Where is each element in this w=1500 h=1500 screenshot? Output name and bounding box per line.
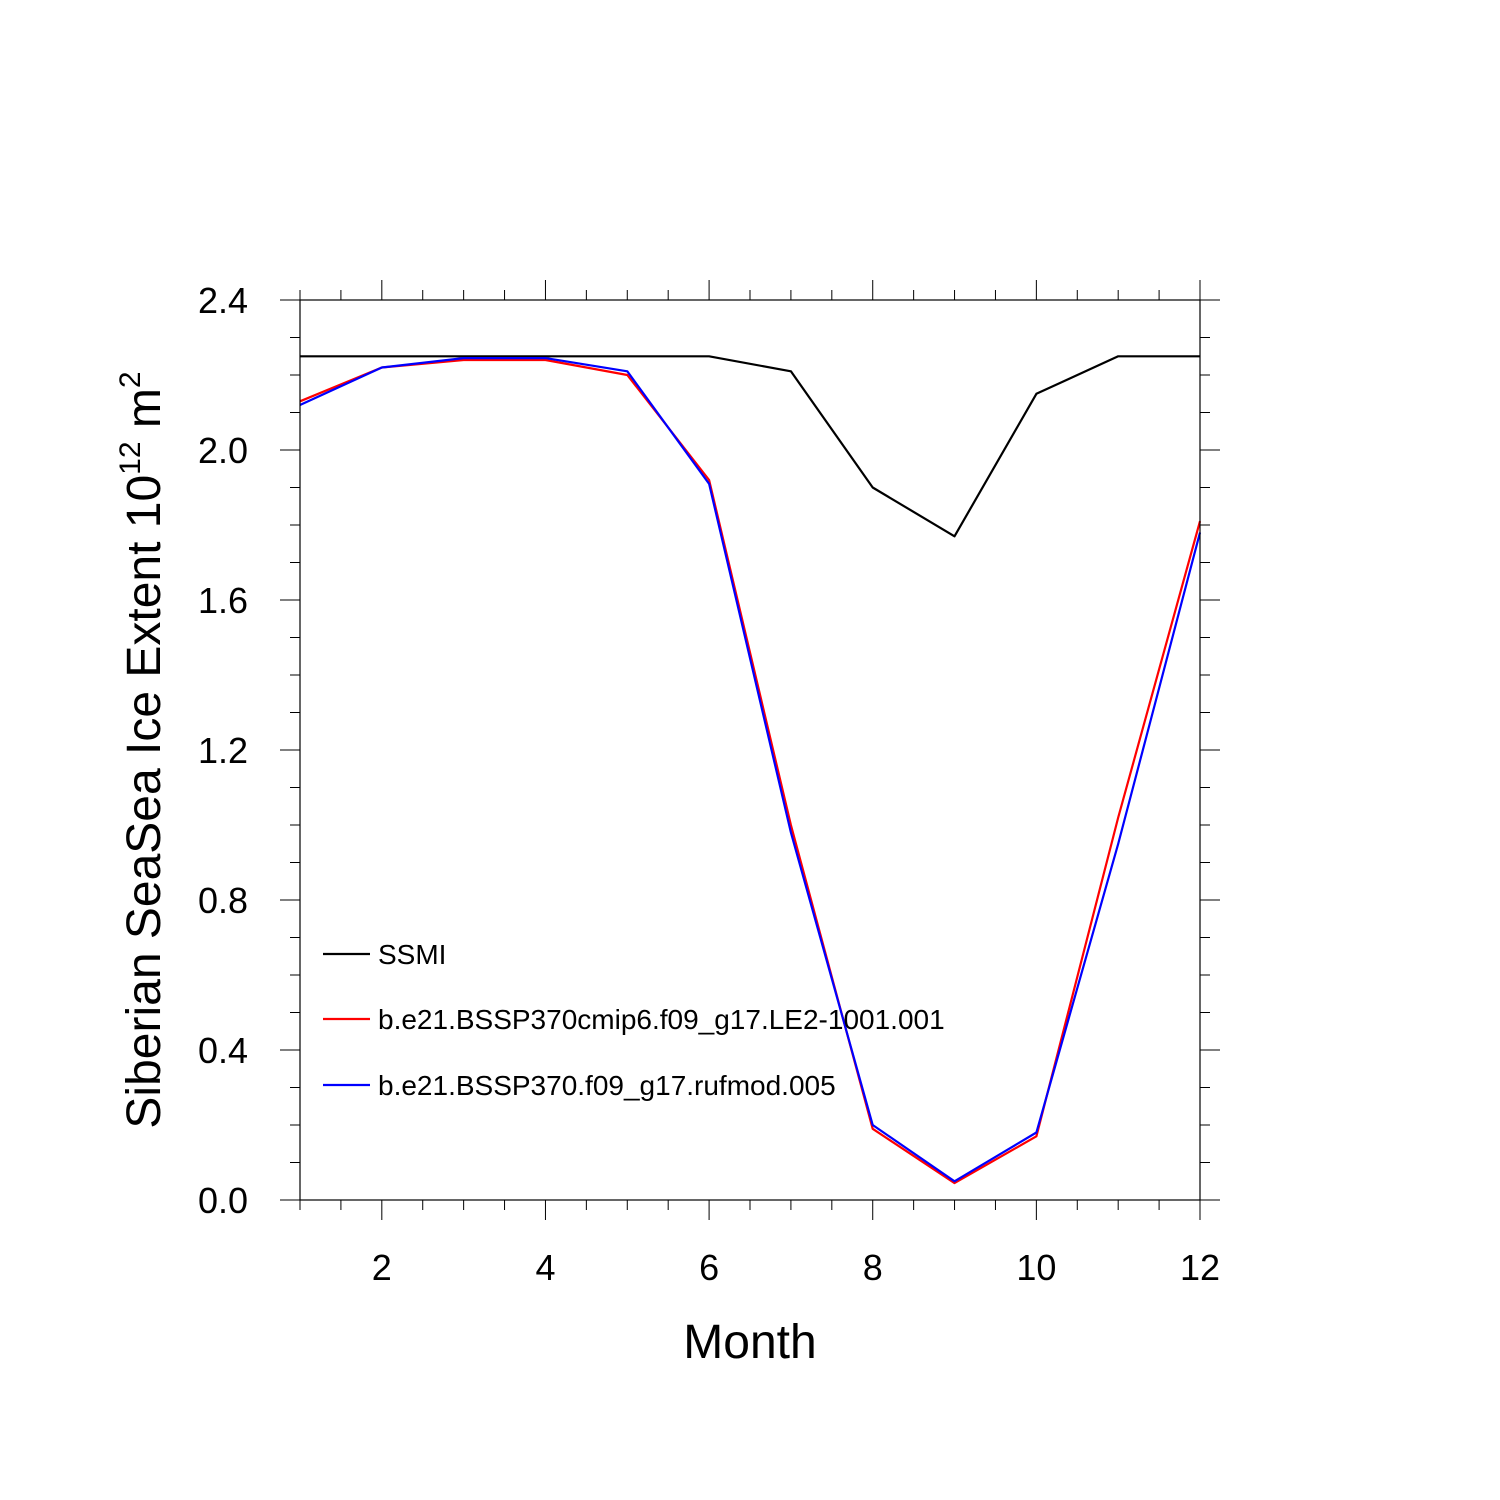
legend: SSMI b.e21.BSSP370cmip6.f09_g17.LE2-1001.…: [323, 939, 945, 1101]
legend-label-3: b.e21.BSSP370.f09_g17.rufmod.005: [378, 1070, 836, 1101]
y-axis-title-unit-exponent: 2: [114, 371, 147, 388]
legend-label-2: b.e21.BSSP370cmip6.f09_g17.LE2-1001.001: [378, 1004, 945, 1035]
y-axis-title-unit: m: [118, 388, 171, 441]
major-ticks: [280, 280, 1220, 1220]
x-tick-label: 6: [699, 1247, 719, 1288]
x-tick-label: 12: [1180, 1247, 1220, 1288]
y-axis-title: Siberian SeaSea Ice Extent 1012 m2: [114, 371, 171, 1128]
y-axis-title-main: Siberian SeaSea Ice Extent 10: [118, 475, 171, 1129]
y-tick-label: 2.0: [198, 430, 248, 471]
minor-ticks: [290, 290, 1210, 1210]
y-tick-label: 1.2: [198, 730, 248, 771]
series-line-3: [299, 357, 1202, 1183]
y-tick-label: 2.4: [198, 280, 248, 321]
series-line-2: [299, 358, 1202, 1185]
series-line-1: [300, 355, 1200, 538]
x-tick-label: 10: [1016, 1247, 1056, 1288]
y-axis-title-exponent: 12: [114, 441, 147, 474]
x-tick-label: 2: [372, 1247, 392, 1288]
x-axis-title: Month: [683, 1316, 816, 1369]
legend-label-1: SSMI: [378, 939, 446, 970]
y-tick-label: 0.8: [198, 880, 248, 921]
y-tick-label: 0.0: [198, 1180, 248, 1221]
x-tick-label: 8: [863, 1247, 883, 1288]
x-tick-label: 4: [535, 1247, 555, 1288]
plot-frame: [299, 299, 1201, 1201]
x-tick-labels: 2 4 6 8 10 12: [372, 1247, 1220, 1288]
y-tick-label: 0.4: [198, 1030, 248, 1071]
series-lines: [299, 355, 1202, 1185]
y-tick-label: 1.6: [198, 580, 248, 621]
y-tick-labels: 0.0 0.4 0.8 1.2 1.6 2.0 2.4: [198, 280, 248, 1221]
